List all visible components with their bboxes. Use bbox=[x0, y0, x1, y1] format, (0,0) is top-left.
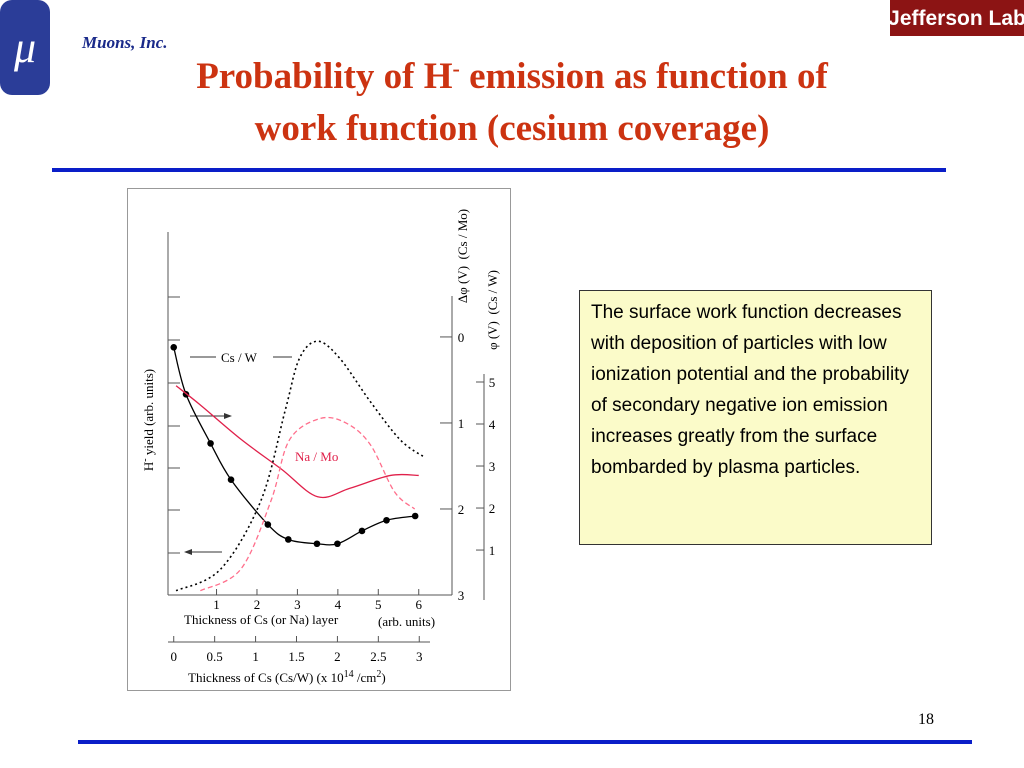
y3-tick-label: 5 bbox=[489, 375, 496, 390]
x-tick-label: 1 bbox=[213, 597, 220, 612]
title-line: work function (cesium coverage) bbox=[255, 108, 770, 149]
x2-tick-label: 2 bbox=[334, 649, 341, 664]
arrow-head bbox=[184, 549, 192, 555]
lab-name: Jefferson Lab bbox=[888, 7, 1024, 30]
title-superscript: - bbox=[452, 56, 459, 81]
label-text: H bbox=[141, 462, 156, 471]
lab-logo bbox=[890, 0, 1024, 36]
data-point bbox=[170, 344, 178, 351]
x2-axis-label: Thickness of Cs (Cs/W) (x 1014 /cm2) bbox=[188, 669, 386, 686]
label-exponent: 14 bbox=[344, 669, 354, 680]
x-tick-label: 4 bbox=[335, 597, 342, 612]
x-tick-label: 5 bbox=[375, 597, 382, 612]
y3-tick-label: 4 bbox=[489, 417, 496, 432]
x-axis-units: (arb. units) bbox=[378, 614, 435, 629]
x-tick-label: 3 bbox=[294, 597, 301, 612]
y3-tick-label: 3 bbox=[489, 459, 496, 474]
y2-axis-label: Δφ (V) (Cs / Mo) bbox=[455, 209, 470, 303]
label-superscript: - bbox=[140, 458, 151, 461]
x2-tick-label: 0 bbox=[170, 649, 177, 664]
y2-tick-label: 2 bbox=[458, 502, 465, 517]
label-text: /cm bbox=[354, 670, 377, 685]
x2-tick-label: 2.5 bbox=[370, 649, 386, 664]
series-label: Na / Mo bbox=[295, 449, 338, 464]
x-tick-label: 6 bbox=[415, 597, 422, 612]
company-name: Muons, Inc. bbox=[81, 33, 168, 52]
bottom-rule bbox=[78, 740, 972, 744]
y-axis-label: H- yield (arb. units) bbox=[140, 369, 157, 471]
y3-tick-label: 1 bbox=[489, 543, 496, 558]
title-text: Probability of H bbox=[196, 56, 452, 97]
figure-frame bbox=[127, 188, 511, 691]
arrow-head bbox=[224, 413, 232, 419]
series-line bbox=[175, 385, 419, 499]
x-axis-label: Thickness of Cs (or Na) layer bbox=[184, 612, 339, 627]
x-tick-label: 2 bbox=[254, 597, 261, 612]
y2-tick-label: 3 bbox=[458, 588, 465, 603]
label-text: ) bbox=[381, 670, 385, 685]
data-point bbox=[207, 440, 214, 447]
data-point bbox=[285, 536, 292, 543]
x2-tick-label: 3 bbox=[416, 649, 423, 664]
figure: Cs / W Na / Mo Thickness of Cs (or Na) l… bbox=[127, 188, 511, 691]
x2-tick-label: 0.5 bbox=[207, 649, 223, 664]
page-number: 18 bbox=[918, 711, 934, 728]
label-exponent: 2 bbox=[376, 669, 381, 680]
logo-badge bbox=[0, 0, 50, 95]
y2-tick-label: 1 bbox=[458, 416, 465, 431]
title: Probability of H- emission as function o… bbox=[196, 56, 828, 98]
data-point bbox=[227, 476, 235, 483]
logo-symbol: μ bbox=[13, 23, 36, 72]
data-point bbox=[334, 540, 341, 548]
title-text: emission as function of bbox=[460, 56, 829, 97]
label-text: Thickness of Cs (Cs/W) (x 10 bbox=[188, 670, 344, 685]
label-text: yield (arb. units) bbox=[141, 369, 156, 459]
y3-axis-label: φ (V) (Cs / W) bbox=[485, 270, 500, 350]
x2-tick-label: 1 bbox=[252, 649, 259, 664]
data-point bbox=[264, 521, 272, 528]
top-rule bbox=[52, 168, 946, 172]
x2-tick-label: 1.5 bbox=[288, 649, 304, 664]
series-label: Cs / W bbox=[221, 350, 258, 365]
data-point bbox=[411, 512, 419, 520]
note-box: The surface work function decreases with… bbox=[579, 290, 932, 545]
data-point bbox=[358, 527, 366, 535]
y3-tick-label: 2 bbox=[489, 501, 496, 516]
data-point bbox=[313, 540, 321, 548]
data-point bbox=[383, 516, 390, 524]
y2-tick-label: 0 bbox=[458, 330, 465, 345]
series-line bbox=[200, 416, 416, 592]
y-axis-ticks bbox=[168, 296, 180, 554]
